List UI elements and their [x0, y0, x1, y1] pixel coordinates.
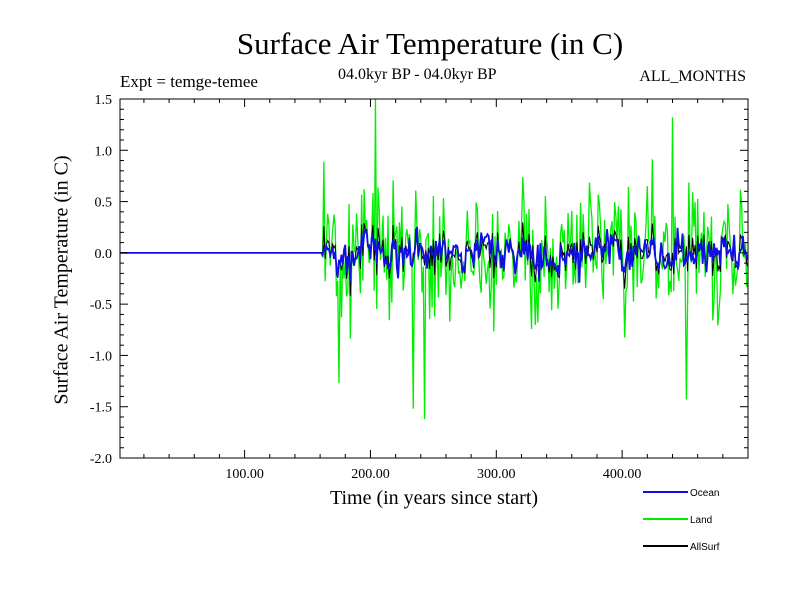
y-tick-label: 0.5 [95, 196, 113, 211]
x-tick-label: 200.00 [351, 467, 390, 482]
y-tick-label: -1.0 [90, 349, 112, 364]
y-tick-label: 1.5 [95, 93, 113, 108]
period-label: 04.0kyr BP - 04.0kyr BP [338, 66, 497, 83]
x-tick-label: 100.00 [225, 467, 264, 482]
x-tick-label: 300.00 [477, 467, 516, 482]
legend-label-ocean: Ocean [690, 488, 719, 499]
x-axis-label: Time (in years since start) [329, 487, 539, 509]
chart-title: Surface Air Temperature (in C) [236, 26, 624, 61]
legend-label-land: Land [690, 515, 712, 526]
x-tick-label: 400.00 [603, 467, 642, 482]
experiment-label: Expt = temge-temee [120, 72, 258, 91]
y-tick-label: -1.5 [90, 401, 112, 416]
legend-label-allsurf: AllSurf [690, 542, 720, 553]
y-tick-label: 1.0 [95, 144, 113, 159]
series-line-ocean [120, 226, 748, 283]
months-label: ALL_MONTHS [639, 68, 746, 85]
y-tick-label: -0.5 [90, 298, 112, 313]
plot-frame [119, 98, 749, 459]
y-tick-label: 0.0 [95, 247, 113, 262]
y-tick-label: -2.0 [90, 452, 112, 467]
